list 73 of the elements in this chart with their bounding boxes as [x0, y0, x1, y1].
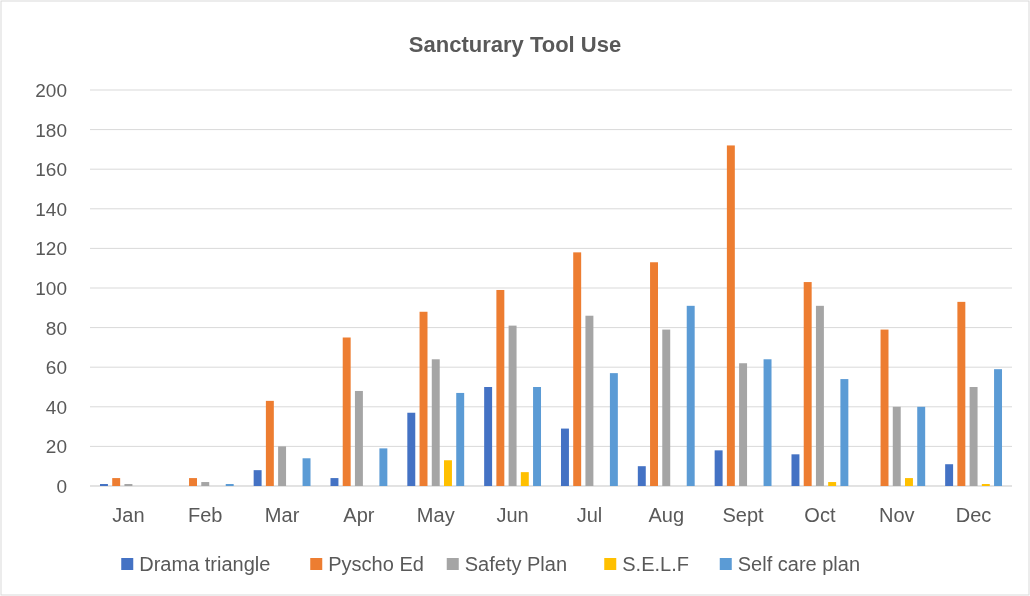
bar: [957, 301, 966, 486]
legend-label: Self care plan: [737, 553, 861, 575]
bar: [969, 387, 978, 486]
bar: [112, 478, 121, 486]
x-tick-label: Dec: [955, 504, 992, 526]
bar: [828, 482, 837, 486]
bar: [905, 478, 913, 486]
bar: [609, 373, 618, 486]
x-tick-label: Jul: [576, 504, 603, 526]
bar: [496, 289, 505, 486]
x-tick-label: Jan: [112, 504, 145, 526]
x-tick-label: Feb: [188, 504, 223, 526]
bar: [444, 460, 452, 486]
y-tick-label: 120: [35, 238, 67, 260]
y-tick-label: 80: [45, 317, 67, 339]
bar: [892, 406, 901, 486]
bar: [662, 329, 671, 486]
bar: [994, 369, 1003, 486]
y-tick-label: 160: [35, 159, 67, 181]
y-tick-label: 100: [35, 278, 67, 299]
y-tick-label: 40: [45, 396, 67, 418]
bar: [456, 392, 465, 486]
chart-title: Sancturary Tool Use: [408, 32, 622, 57]
bar: [917, 406, 926, 486]
bar: [560, 428, 569, 486]
bar: [791, 454, 800, 486]
legend-label: Pyscho Ed: [328, 553, 424, 575]
bar: [714, 450, 723, 486]
bar: [379, 448, 388, 486]
bar: [407, 412, 416, 486]
bar: [533, 387, 542, 486]
bar: [342, 337, 351, 486]
legend-label: Safety Plan: [464, 553, 568, 575]
bar: [330, 478, 339, 486]
bar: [354, 390, 363, 486]
bar: [763, 359, 772, 486]
bar: [585, 315, 594, 486]
bar: [278, 446, 287, 486]
bar: [431, 359, 440, 486]
y-tick-label: 180: [35, 119, 67, 141]
legend-label: S.E.L.F: [622, 553, 689, 575]
x-tick-label: Oct: [804, 504, 836, 526]
y-tick-label: 140: [35, 198, 67, 220]
bar: [739, 363, 748, 486]
y-tick-label: 20: [45, 436, 67, 458]
y-tick-label: 60: [45, 357, 67, 379]
x-tick-label: May: [416, 504, 455, 526]
bar: [508, 325, 517, 486]
bar: [189, 478, 197, 486]
legend-label: Drama triangle: [139, 553, 271, 575]
bar: [302, 458, 311, 486]
bar: [726, 145, 735, 486]
x-tick-label: Sept: [722, 504, 765, 526]
bar: [945, 464, 954, 486]
bar: [840, 379, 849, 486]
x-tick-label: Mar: [264, 504, 300, 526]
x-tick-label: Apr: [343, 504, 375, 526]
bar: [637, 466, 646, 486]
bar: [253, 470, 262, 486]
y-tick-label: 0: [56, 476, 67, 497]
x-tick-label: Nov: [878, 504, 915, 526]
bar: [650, 262, 658, 486]
x-tick-label: Aug: [648, 504, 685, 526]
x-tick-label: Jun: [496, 504, 529, 526]
bar: [484, 387, 493, 486]
bar: [573, 252, 582, 486]
bar: [520, 472, 529, 486]
bar: [815, 305, 824, 486]
bar: [201, 482, 210, 486]
bar: [265, 400, 274, 486]
bar: [686, 305, 695, 486]
bar: [803, 282, 812, 486]
y-tick-label: 200: [35, 80, 67, 101]
